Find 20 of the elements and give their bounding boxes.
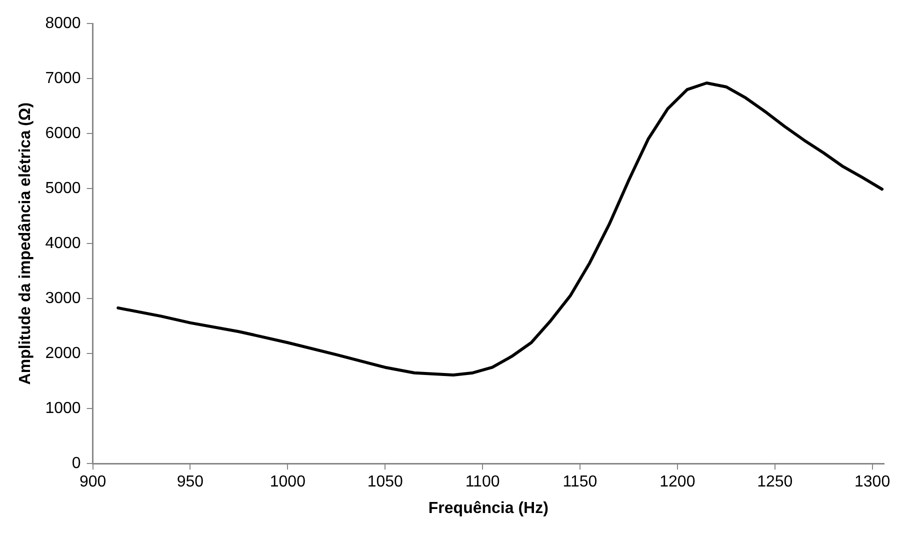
x-tick-label: 1300 (854, 474, 890, 491)
y-tick-label: 3000 (45, 290, 81, 308)
y-tick-label: 4000 (45, 235, 81, 252)
y-tick-label: 2000 (45, 345, 81, 362)
x-tick-label: 950 (176, 474, 204, 491)
x-tick-label: 1100 (465, 474, 500, 491)
x-tick-label: 1200 (660, 474, 696, 491)
y-axis-title: Amplitude da impedância elétrica (Ω) (17, 102, 34, 385)
y-tick-label: 0 (72, 455, 81, 472)
y-tick-label: 5000 (45, 180, 81, 198)
y-tick-label: 6000 (45, 125, 81, 142)
x-tick-label: 1250 (757, 474, 793, 491)
y-tick-label: 8000 (45, 15, 81, 32)
x-tick-label: 900 (79, 474, 106, 491)
x-tick-label: 1050 (367, 474, 404, 491)
x-tick-label: 1150 (562, 474, 598, 491)
y-tick-label: 1000 (45, 400, 81, 418)
y-tick-label: 7000 (45, 70, 81, 88)
x-axis-title: Frequência (Hz) (428, 500, 548, 517)
x-tick-label: 1000 (270, 474, 306, 491)
